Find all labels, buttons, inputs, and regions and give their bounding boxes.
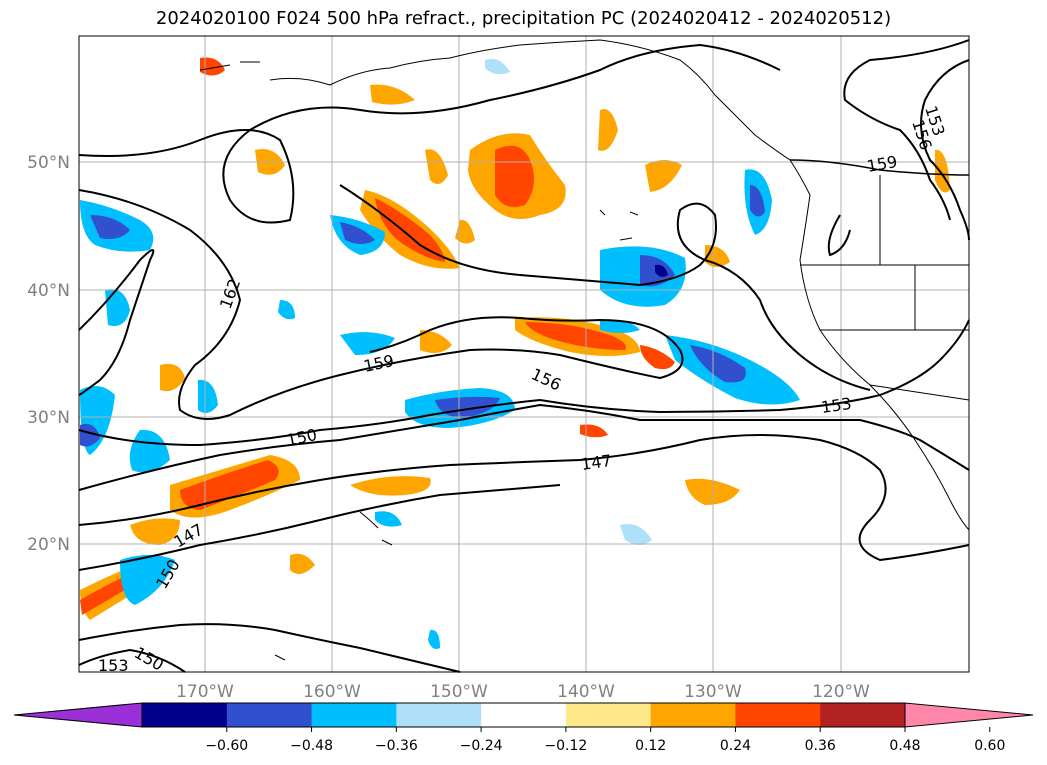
colorbar-segment <box>735 703 821 727</box>
colorbar-segment <box>565 703 652 727</box>
colorbar-label: −0.24 <box>460 738 503 754</box>
lon-tick-label: 160°W <box>303 682 361 702</box>
lat-tick-label: 20°N <box>27 535 70 555</box>
lon-tick-label: 150°W <box>430 682 488 702</box>
map-panel: 162 159 156 153 150 147 153 156 159 150 … <box>78 35 970 675</box>
lon-tick-label: 130°W <box>684 682 742 702</box>
colorbar-label: 0.36 <box>805 738 836 754</box>
coastlines <box>199 39 970 661</box>
lat-tick-label: 40°N <box>27 281 70 301</box>
colorbar-label: 0.60 <box>974 738 1005 754</box>
lat-tick-labels: 50°N 40°N 30°N 20°N <box>27 153 70 555</box>
lon-tick-label: 140°W <box>557 682 615 702</box>
colorbar-segment <box>396 703 482 727</box>
colorbar-segment <box>311 703 397 727</box>
colorbar-label: 0.48 <box>889 738 920 754</box>
colorbar-extend-low <box>13 702 143 728</box>
colorbar-segment <box>650 703 736 727</box>
colorbar-label: 0.24 <box>720 738 751 754</box>
colorbar-label: 0.12 <box>635 738 666 754</box>
lat-tick-label: 30°N <box>27 408 70 428</box>
lat-tick-label: 50°N <box>27 153 70 173</box>
colorbar-segment <box>142 703 228 727</box>
colorbar-label: −0.36 <box>375 738 418 754</box>
map-frame <box>78 35 970 673</box>
colorbar: −0.60 −0.48 −0.36 −0.24 −0.12 0.12 0.24 0.36 0.4… <box>13 702 1034 754</box>
anomaly-shading <box>80 57 950 649</box>
contour-label: 153 <box>820 394 853 417</box>
colorbar-label: −0.48 <box>290 738 333 754</box>
colorbar-segment <box>226 703 313 727</box>
lon-tick-label: 120°W <box>812 682 870 702</box>
colorbar-extend-high <box>904 702 1034 728</box>
map-title: 2024020100 F024 500 hPa refract., precip… <box>155 8 892 29</box>
refractivity-contours <box>78 39 970 673</box>
colorbar-label: −0.12 <box>544 738 587 754</box>
grid-lines <box>79 36 969 672</box>
contour-label: 153 <box>98 656 129 675</box>
colorbar-segment <box>481 703 567 727</box>
contour-label: 147 <box>580 451 613 474</box>
colorbar-label: −0.60 <box>205 738 248 754</box>
colorbar-segment <box>820 703 906 727</box>
lon-tick-labels: 170°W 160°W 150°W 140°W 130°W 120°W <box>176 682 870 702</box>
colorbar-frame <box>141 702 906 728</box>
lon-tick-label: 170°W <box>176 682 234 702</box>
